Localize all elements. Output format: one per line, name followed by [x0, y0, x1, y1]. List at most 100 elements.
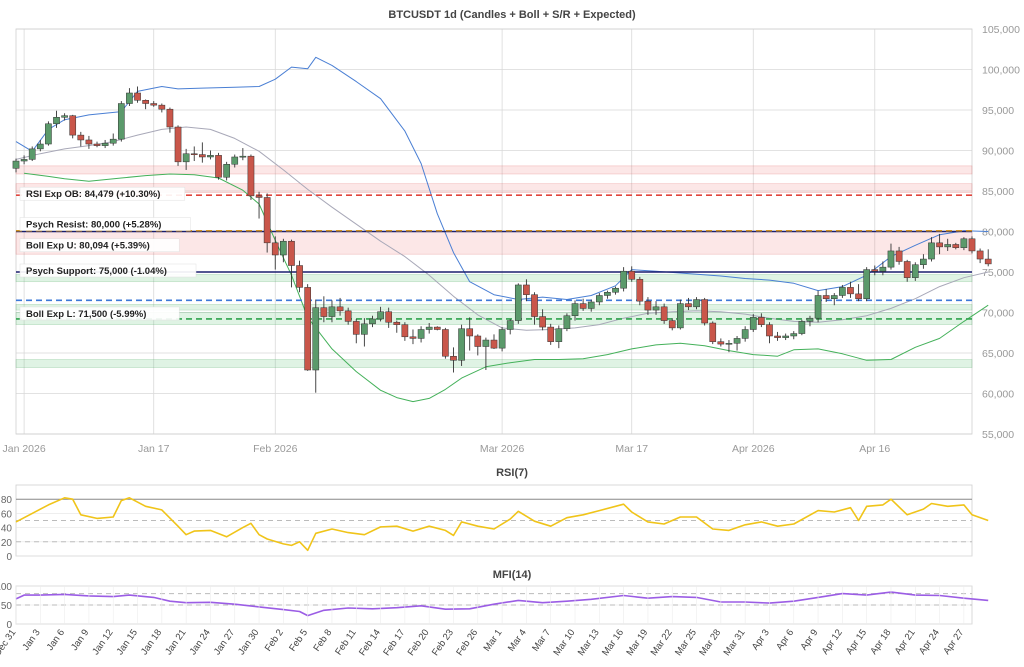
- candle-body: [782, 335, 789, 338]
- candle-body: [296, 265, 303, 288]
- mfi-date-tick-label: Feb 8: [311, 627, 334, 653]
- candle-body: [280, 240, 287, 256]
- candle-body: [555, 328, 563, 342]
- mfi-date-tick-label: Jan 18: [139, 627, 164, 657]
- candle-body: [547, 326, 555, 342]
- candle-body: [660, 306, 668, 321]
- candle-body: [126, 92, 133, 104]
- date-tick-label: Apr 16: [859, 443, 890, 455]
- mfi-date-tick-label: Feb 14: [357, 627, 383, 658]
- mfi-date-tick-label: Mar 16: [600, 627, 626, 658]
- candle-body: [158, 104, 166, 110]
- candle-body: [45, 123, 52, 145]
- price-tick-label: 55,000: [982, 429, 1014, 441]
- support-zone: [15, 304, 973, 311]
- mfi-date-tick-label: Feb 20: [406, 627, 432, 658]
- candle-body: [490, 339, 498, 349]
- candle-body: [150, 103, 158, 106]
- mfi-date-tick-label: Mar 22: [649, 627, 675, 658]
- mfi-date-tick-label: Jan 12: [90, 627, 115, 657]
- mfi-date-tick-label: Apr 18: [868, 627, 893, 656]
- candle-body: [612, 287, 619, 293]
- candle-body: [117, 103, 125, 140]
- candle-body: [336, 306, 344, 312]
- candle-body: [749, 317, 757, 330]
- level-label: Boll Exp U: 80,094 (+5.39%): [26, 241, 150, 252]
- candle-body: [798, 321, 806, 334]
- mfi-date-tick-label: Jan 27: [212, 627, 237, 657]
- level-label: Boll Exp L: 71,500 (-5.99%): [26, 309, 146, 320]
- mfi-date-tick-label: Feb 11: [333, 627, 359, 657]
- resistance-zone: [15, 183, 973, 193]
- candle-body: [442, 329, 449, 357]
- candle-body: [450, 355, 457, 361]
- candle-body: [425, 326, 433, 330]
- candle-body: [928, 242, 935, 260]
- candle-body: [677, 303, 684, 329]
- candle-body: [433, 326, 441, 330]
- candle-body: [385, 311, 393, 323]
- candle-body: [839, 287, 846, 296]
- candle-body: [523, 284, 530, 295]
- level-label: Psych Support: 75,000 (-1.04%): [26, 266, 167, 277]
- candle-body: [393, 321, 401, 325]
- candle-body: [142, 100, 149, 104]
- rsi-panel-series-line: [15, 496, 989, 552]
- candle-body: [93, 143, 101, 146]
- mfi-date-tick-label: Apr 9: [798, 627, 820, 652]
- candle-body: [790, 333, 798, 337]
- candle-body: [474, 335, 482, 347]
- candle-body: [563, 315, 571, 329]
- candle-body: [936, 242, 943, 248]
- mfi-date-tick-label: Jan 15: [115, 627, 140, 657]
- candle-body: [644, 300, 652, 311]
- mfi-date-tick-label: Mar 31: [722, 627, 748, 658]
- resistance-zone: [15, 165, 973, 175]
- candle-body: [741, 329, 749, 339]
- candle-body: [458, 328, 465, 361]
- candle-body: [328, 306, 336, 317]
- mfi-date-tick-label: Feb 17: [381, 627, 407, 658]
- candle-body: [595, 295, 603, 303]
- candle-body: [61, 115, 68, 118]
- price-tick-label: 80,000: [982, 227, 1014, 239]
- candle-body: [968, 238, 976, 252]
- date-tick-label: Mar 2026: [480, 443, 525, 455]
- candle-body: [984, 258, 992, 265]
- mfi-date-tick-label: Mar 13: [576, 627, 602, 658]
- candle-body: [174, 126, 182, 163]
- rsi-panel-tick-label: 80: [1, 495, 13, 506]
- level-label-box: [19, 217, 191, 231]
- candle-body: [952, 244, 960, 248]
- candle-body: [895, 250, 903, 262]
- candle-body: [53, 117, 60, 125]
- price-tick-label: 65,000: [982, 348, 1014, 360]
- candle-body: [255, 195, 263, 198]
- candle-body: [506, 320, 514, 330]
- price-tick-label: 85,000: [982, 186, 1014, 198]
- candle-body: [207, 155, 214, 158]
- date-tick-label: Apr 2026: [732, 443, 775, 455]
- candle-body: [806, 317, 814, 322]
- mfi-date-tick-label: Mar 25: [673, 627, 699, 658]
- mfi-date-tick-label: Dec 31: [0, 627, 18, 658]
- candle-body: [482, 339, 490, 347]
- candle-body: [814, 295, 822, 319]
- support-zone: [15, 274, 973, 283]
- candle-body: [911, 264, 919, 278]
- rsi-chart-title: RSI(7): [496, 467, 528, 479]
- candle-body: [604, 292, 611, 296]
- candle-body: [36, 143, 44, 150]
- support-zone: [15, 359, 973, 368]
- candle-body: [320, 307, 328, 317]
- mfi-date-tick-label: Feb 2: [263, 627, 286, 653]
- candle-body: [701, 299, 708, 324]
- price-tick-label: 100,000: [982, 65, 1020, 77]
- main-chart-title: BTCUSDT 1d (Candles + Boll + S/R + Expec…: [388, 9, 636, 21]
- candle-body: [85, 139, 93, 145]
- candle-body: [239, 155, 247, 158]
- mfi-date-tick-label: Apr 12: [820, 627, 845, 656]
- candle-body: [28, 148, 36, 160]
- candle-body: [401, 324, 409, 338]
